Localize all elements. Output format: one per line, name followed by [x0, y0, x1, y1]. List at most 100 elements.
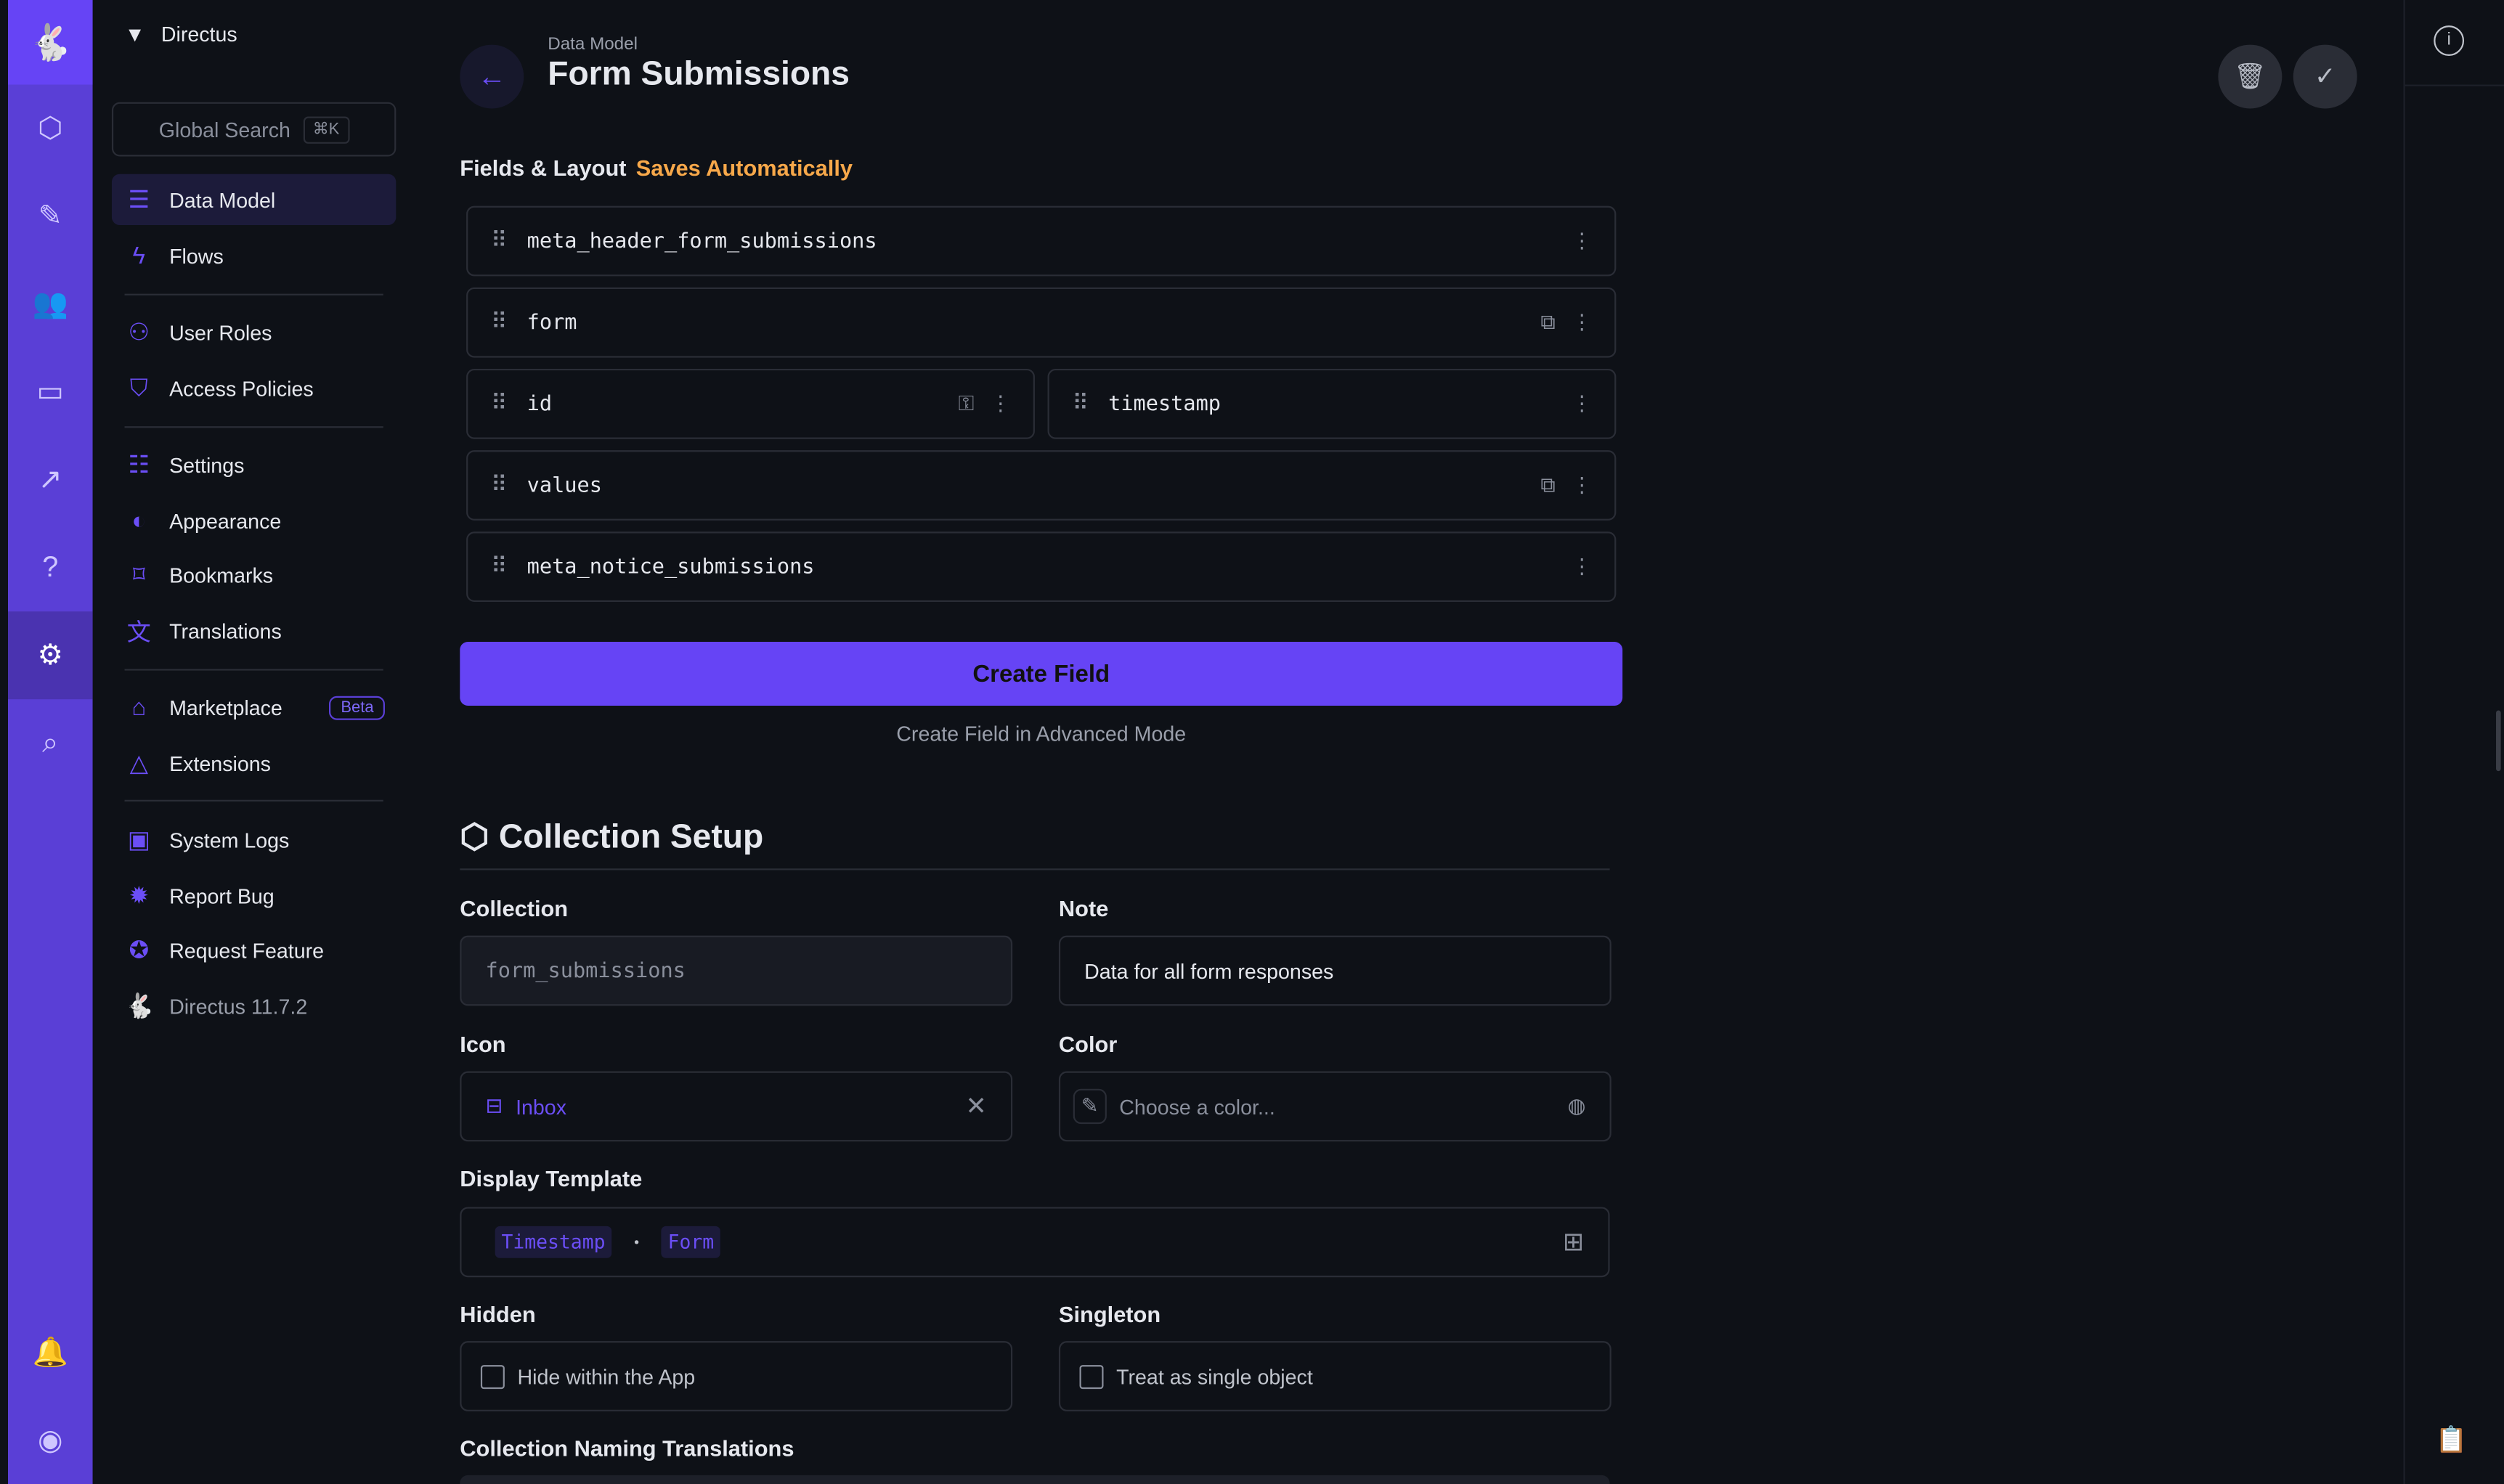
- nav-extensions[interactable]: △ Extensions: [112, 738, 396, 788]
- insights-module-icon[interactable]: ↗: [38, 462, 62, 495]
- nav-request-feature[interactable]: ✪ Request Feature: [112, 924, 396, 975]
- open-in-new-icon[interactable]: ⧉: [1540, 473, 1556, 497]
- field-row[interactable]: ⠿ id ⚿ ⋮: [466, 368, 1035, 439]
- nav-marketplace[interactable]: ⌂ Marketplace Beta: [112, 682, 396, 733]
- store-icon: ⌂: [131, 693, 147, 721]
- template-chip[interactable]: Form: [661, 1226, 720, 1258]
- more-vertical-icon[interactable]: ⋮: [990, 391, 1011, 416]
- terminal-icon: ▣: [127, 827, 150, 855]
- field-row[interactable]: ⠿ values ⧉ ⋮: [466, 450, 1617, 521]
- edit-module-icon[interactable]: ✎: [38, 199, 62, 232]
- color-input[interactable]: ✎ Choose a color... ◍: [1058, 1071, 1611, 1142]
- field-row[interactable]: ⠿ meta_header_form_submissions ⋮: [466, 205, 1617, 277]
- wifi-icon: ▼: [124, 22, 145, 46]
- drag-handle-icon[interactable]: ⠿: [490, 309, 508, 335]
- more-vertical-icon[interactable]: ⋮: [1571, 229, 1593, 253]
- drag-handle-icon[interactable]: ⠿: [1072, 391, 1089, 417]
- nav-user-roles[interactable]: ⚇ User Roles: [112, 306, 396, 357]
- nav-report-bug[interactable]: ✹ Report Bug: [112, 870, 396, 921]
- template-chip[interactable]: Timestamp: [495, 1226, 612, 1258]
- global-search-button[interactable]: Global Search ⌘K: [111, 102, 397, 157]
- hidden-checkbox[interactable]: Hide within the App: [460, 1341, 1013, 1411]
- checkbox-icon[interactable]: [480, 1364, 505, 1389]
- more-vertical-icon[interactable]: ⋮: [1571, 310, 1593, 335]
- key-icon: ⚿: [958, 391, 975, 416]
- add-field-icon[interactable]: ⊞: [1562, 1229, 1585, 1257]
- settings-module-icon[interactable]: ⚙: [7, 611, 93, 700]
- create-field-button[interactable]: Create Field: [460, 641, 1623, 706]
- nav-appearance[interactable]: ◐ Appearance: [112, 495, 396, 546]
- divider: [124, 426, 383, 428]
- user-avatar-icon[interactable]: ◉: [37, 1424, 63, 1456]
- create-field-advanced-link[interactable]: Create Field in Advanced Mode: [896, 721, 1187, 746]
- beta-badge: Beta: [329, 695, 385, 719]
- directus-logo-icon[interactable]: 🐇: [7, 0, 93, 85]
- notifications-bell-icon[interactable]: 🔔: [32, 1336, 68, 1369]
- shapes-icon: △: [129, 750, 148, 778]
- note-input[interactable]: Data for all form responses: [1058, 935, 1611, 1006]
- cube-icon: ⬡: [460, 819, 489, 856]
- nav-bookmarks[interactable]: ⌑ Bookmarks: [112, 549, 396, 600]
- fields-section-title: Fields & Layout Saves Automatically: [460, 155, 853, 181]
- database-icon: ☰: [128, 187, 150, 214]
- more-vertical-icon[interactable]: ⋮: [1571, 391, 1593, 416]
- nav-translations[interactable]: 文 Translations: [112, 605, 396, 656]
- open-in-new-icon[interactable]: ⧉: [1540, 310, 1556, 335]
- nav-data-model[interactable]: ☰ Data Model: [111, 174, 397, 226]
- sidebar-rail: i 📋: [2403, 0, 2504, 1484]
- users-module-icon[interactable]: 👥: [32, 287, 68, 319]
- nav-system-logs[interactable]: ▣ System Logs: [112, 814, 396, 865]
- translations-label: Collection Naming Translations: [460, 1435, 794, 1461]
- scrollbar[interactable]: [2496, 710, 2501, 772]
- project-header[interactable]: ▼ Directus: [124, 22, 237, 46]
- search-module-icon[interactable]: ⌕: [42, 726, 59, 759]
- files-module-icon[interactable]: ▭: [36, 375, 64, 407]
- module-bar: 🐇 ⬡ ✎ 👥 ▭ ↗ ? ⚙ ⌕ 🔔 ◉: [7, 0, 93, 1484]
- field-row[interactable]: ⠿ meta_notice_submissions ⋮: [466, 531, 1617, 603]
- breadcrumb[interactable]: Data Model: [548, 35, 638, 54]
- back-button[interactable]: ←: [460, 44, 524, 109]
- check-badge-icon: ✪: [129, 937, 150, 965]
- palette-icon[interactable]: ◍: [1567, 1093, 1586, 1118]
- translations-list[interactable]: [460, 1475, 1610, 1484]
- note-label: Note: [1058, 895, 1109, 921]
- drag-handle-icon[interactable]: ⠿: [490, 472, 508, 499]
- color-label: Color: [1058, 1031, 1118, 1057]
- more-vertical-icon[interactable]: ⋮: [1571, 555, 1593, 579]
- bolt-icon: ϟ: [132, 242, 146, 269]
- hidden-label: Hidden: [460, 1301, 536, 1327]
- drag-handle-icon[interactable]: ⠿: [490, 554, 508, 580]
- singleton-label: Singleton: [1058, 1301, 1161, 1327]
- drag-handle-icon[interactable]: ⠿: [490, 391, 508, 417]
- icon-select[interactable]: ⊟ Inbox ✕: [460, 1071, 1013, 1142]
- nav-flows[interactable]: ϟ Flows: [112, 230, 396, 281]
- display-template-label: Display Template: [460, 1165, 643, 1191]
- content-module-icon[interactable]: ⬡: [37, 111, 63, 144]
- save-button[interactable]: ✓: [2293, 44, 2357, 109]
- info-icon[interactable]: i: [2434, 25, 2465, 56]
- checkbox-icon[interactable]: [1079, 1364, 1104, 1389]
- delete-button[interactable]: 🗑: [2218, 44, 2283, 109]
- clipboard-clock-icon[interactable]: 📋: [2435, 1427, 2468, 1455]
- version-info[interactable]: 🐇 Directus 11.7.2: [112, 980, 396, 1031]
- nav-access-policies[interactable]: ⛉ Access Policies: [112, 362, 396, 413]
- collection-label: Collection: [460, 895, 569, 921]
- sliders-icon: ☷: [128, 452, 150, 479]
- more-vertical-icon[interactable]: ⋮: [1571, 473, 1593, 497]
- drag-handle-icon[interactable]: ⠿: [490, 228, 508, 254]
- display-template-input[interactable]: Timestamp • Form ⊞: [460, 1207, 1610, 1278]
- singleton-checkbox[interactable]: Treat as single object: [1058, 1341, 1611, 1411]
- eyedropper-icon[interactable]: ✎: [1073, 1088, 1107, 1125]
- help-module-icon[interactable]: ?: [42, 550, 59, 583]
- inbox-icon: ⊟: [485, 1093, 503, 1118]
- field-row[interactable]: ⠿ timestamp ⋮: [1047, 368, 1617, 439]
- divider: [460, 868, 1610, 871]
- nav-settings[interactable]: ☷ Settings: [112, 439, 396, 490]
- icon-label: Icon: [460, 1031, 506, 1057]
- translate-icon: 文: [126, 619, 151, 646]
- divider: [124, 669, 383, 671]
- field-row[interactable]: ⠿ form ⧉ ⋮: [466, 287, 1617, 358]
- clear-icon[interactable]: ✕: [965, 1093, 987, 1121]
